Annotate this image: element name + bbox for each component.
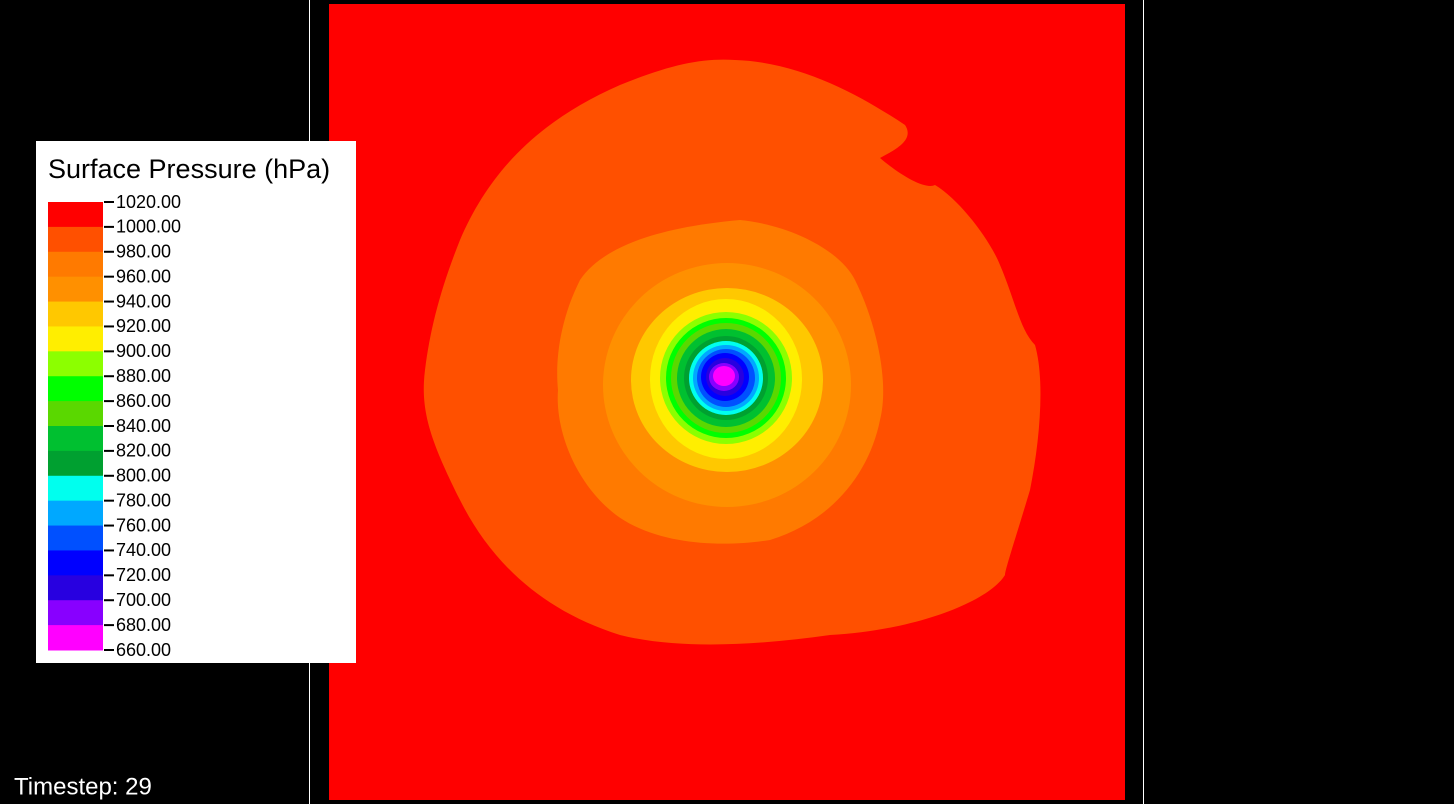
- legend-tick-label: 660.00: [116, 640, 171, 660]
- legend-tick-label: 960.00: [116, 266, 171, 286]
- legend-tick-label: 1020.00: [116, 192, 181, 212]
- legend-tick-label: 760.00: [116, 515, 171, 535]
- legend-tick-label: 880.00: [116, 366, 171, 386]
- legend-swatch: [48, 525, 103, 551]
- legend-swatch: [48, 475, 103, 502]
- legend-swatch: [48, 202, 103, 228]
- legend-tick-label: 1000.00: [116, 217, 181, 237]
- legend-tick-label: 900.00: [116, 341, 171, 361]
- legend-swatch: [48, 500, 103, 527]
- legend-swatch: [48, 276, 103, 303]
- legend-swatch: [48, 226, 103, 253]
- legend-tick-label: 780.00: [116, 490, 171, 510]
- legend-tick-label: 980.00: [116, 242, 171, 262]
- legend-swatch: [48, 625, 103, 651]
- legend-swatch: [48, 326, 103, 352]
- legend-tick-label: 800.00: [116, 466, 171, 486]
- legend-tick-label: 860.00: [116, 391, 171, 411]
- legend-tick-label: 740.00: [116, 540, 171, 560]
- timestep-label: Timestep: 29: [14, 773, 152, 800]
- field-region: [713, 366, 735, 386]
- pressure-field: [329, 4, 1125, 800]
- legend-swatch: [48, 376, 103, 402]
- legend-tick-label: 700.00: [116, 590, 171, 610]
- legend-tick-label: 940.00: [116, 291, 171, 311]
- legend-tick-label: 680.00: [116, 615, 171, 635]
- legend-swatch: [48, 600, 103, 626]
- legend-swatch: [48, 450, 103, 477]
- legend-swatch: [48, 251, 103, 278]
- legend-swatch: [48, 575, 103, 601]
- legend-swatch: [48, 426, 103, 452]
- legend-tick-label: 720.00: [116, 565, 171, 585]
- legend-title: Surface Pressure (hPa): [48, 154, 330, 184]
- legend-tick-label: 840.00: [116, 416, 171, 436]
- legend-swatch: [48, 351, 103, 377]
- legend-swatch: [48, 401, 103, 427]
- legend-swatch: [48, 550, 103, 576]
- legend: Surface Pressure (hPa) 1020.00 1000.00 980…: [36, 141, 356, 663]
- legend-tick-label: 920.00: [116, 316, 171, 336]
- legend-tick-label: 820.00: [116, 441, 171, 461]
- legend-swatch: [48, 301, 103, 327]
